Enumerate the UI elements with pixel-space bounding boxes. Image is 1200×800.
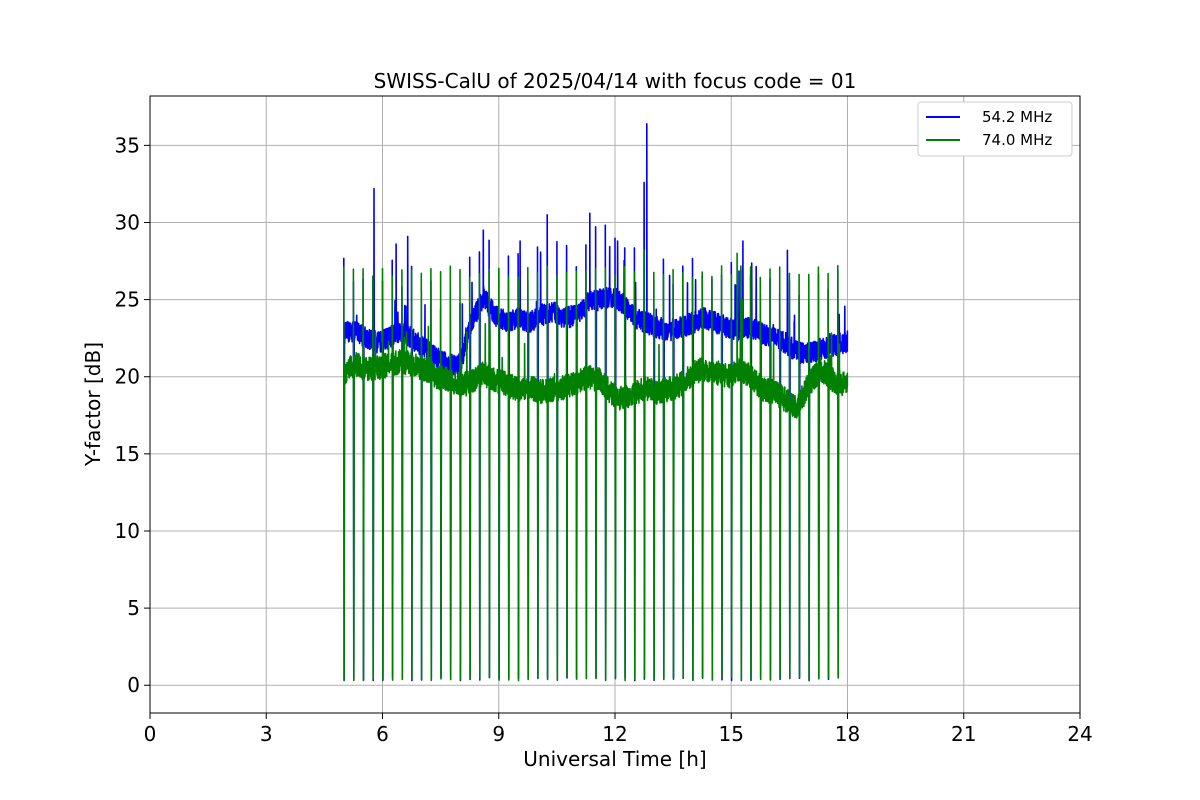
x-tick-label: 21 <box>951 722 976 746</box>
y-tick-label: 10 <box>115 519 140 543</box>
legend-box <box>917 101 1073 157</box>
x-tick-label: 6 <box>376 722 389 746</box>
y-tick-label: 5 <box>127 596 140 620</box>
series-74-0-MHz <box>343 249 849 682</box>
x-tick-label: 24 <box>1067 722 1092 746</box>
series-line <box>343 249 849 682</box>
y-tick-label: 20 <box>115 365 140 389</box>
legend: 54.2 MHz 74.0 MHz <box>917 101 1073 157</box>
x-tick-label: 18 <box>835 722 860 746</box>
x-axis-label: Universal Time [h] <box>523 747 706 771</box>
legend-label-54-2: 54.2 MHz <box>982 108 1052 126</box>
y-axis-label: Y-factor [dB] <box>81 342 105 467</box>
y-tick-label: 35 <box>115 133 140 157</box>
y-tick-label: 25 <box>115 288 140 312</box>
x-tick-label: 3 <box>260 722 273 746</box>
x-tick-label: 15 <box>719 722 744 746</box>
x-tick-label: 9 <box>492 722 505 746</box>
x-tick-label: 0 <box>144 722 157 746</box>
x-tick-label: 12 <box>602 722 627 746</box>
y-tick-label: 0 <box>127 673 140 697</box>
chart-title: SWISS-CalU of 2025/04/14 with focus code… <box>374 69 857 93</box>
legend-label-74-0: 74.0 MHz <box>982 131 1052 149</box>
y-tick-label: 15 <box>115 442 140 466</box>
y-tick-label: 30 <box>115 210 140 234</box>
axis-ticks: 0 3 6 9 12 15 18 21 24 0 5 10 15 20 25 30 35 <box>115 133 1093 746</box>
plot-series <box>343 123 849 682</box>
